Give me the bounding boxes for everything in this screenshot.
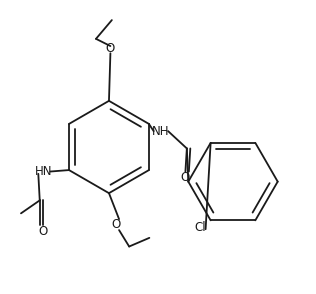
Text: Cl: Cl bbox=[194, 221, 206, 234]
Text: O: O bbox=[106, 41, 115, 55]
Text: HN: HN bbox=[35, 165, 53, 178]
Text: O: O bbox=[112, 218, 121, 231]
Text: O: O bbox=[38, 225, 47, 238]
Text: NH: NH bbox=[152, 125, 170, 138]
Text: O: O bbox=[181, 171, 190, 184]
